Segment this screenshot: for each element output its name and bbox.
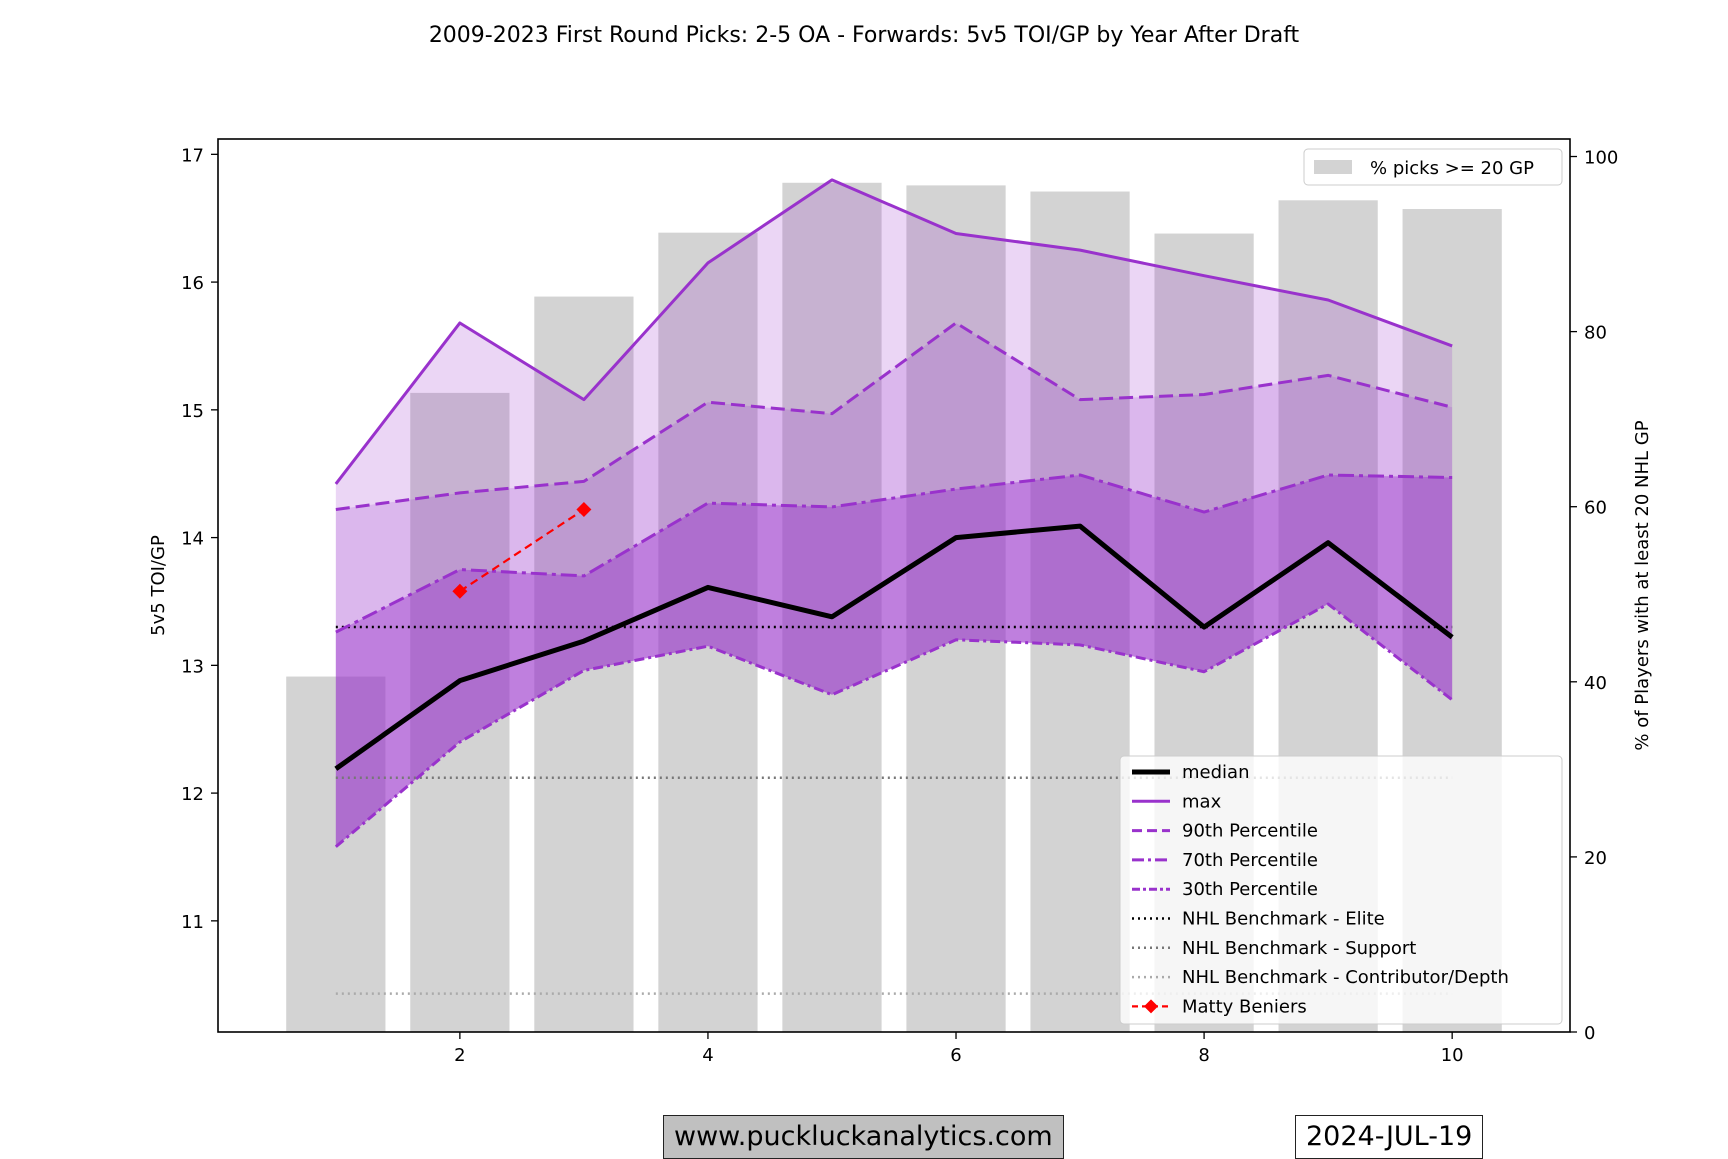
legend-bars-swatch (1314, 160, 1352, 174)
legend-label-6: NHL Benchmark - Support (1182, 938, 1416, 959)
y-tick-label: 11 (181, 912, 204, 933)
legend-label-1: max (1182, 791, 1222, 812)
chart-title: 2009-2023 First Round Picks: 2-5 OA - Fo… (429, 23, 1300, 48)
y-tick-label: 14 (181, 529, 204, 550)
date-label: 2024-JUL-19 (1295, 1115, 1484, 1159)
band-70-30 (335, 474, 1453, 847)
player-point-3 (576, 501, 592, 517)
legend-bars-label: % picks >= 20 GP (1370, 158, 1534, 179)
series-line-median (334, 523, 1454, 771)
player-line (459, 508, 585, 593)
legend-label-7: NHL Benchmark - Contributor/Depth (1182, 967, 1509, 988)
legend-label-8: Matty Beniers (1182, 996, 1307, 1017)
player-point-2 (452, 583, 468, 599)
legend-label-5: NHL Benchmark - Elite (1182, 909, 1385, 930)
band-90-70 (335, 322, 1453, 633)
x-tick-label: 10 (1441, 1045, 1464, 1066)
legend-bars-box (1303, 148, 1563, 186)
legend-label-4: 30th Percentile (1182, 879, 1318, 900)
y2-tick-label: 60 (1584, 498, 1607, 519)
series-line-90th-percentile (335, 321, 1453, 511)
y2-tick-label: 80 (1584, 323, 1607, 344)
series-line-70th-percentile (335, 473, 1453, 634)
y2-tick-label: 100 (1584, 148, 1618, 169)
x-tick-label: 4 (702, 1045, 713, 1066)
legend-label-0: median (1182, 762, 1249, 783)
band-max-90 (335, 179, 1453, 510)
y-tick-label: 17 (181, 145, 204, 166)
legend-main-box (1119, 755, 1563, 1025)
website-label: www.puckluckanalytics.com (663, 1115, 1064, 1159)
y2-axis-label: % of Players with at least 20 NHL GP (1632, 420, 1653, 750)
series-line-30th-percentile (334, 602, 1454, 848)
x-tick-label: 8 (1198, 1045, 1209, 1066)
plot-frame (217, 138, 1571, 1033)
y-axis-label: 5v5 TOI/GP (148, 535, 169, 636)
y2-tick-label: 40 (1584, 673, 1607, 694)
y-tick-label: 12 (181, 784, 204, 805)
series-line-max (334, 178, 1453, 485)
legend-bars: % picks >= 20 GP (1303, 148, 1563, 186)
band-70-30-overlay (335, 474, 1453, 847)
y2-tick-label: 0 (1584, 1023, 1595, 1044)
y2-tick-label: 20 (1584, 848, 1607, 869)
legend-player-marker (1144, 999, 1158, 1014)
y-tick-label: 15 (181, 401, 204, 422)
x-tick-label: 2 (454, 1045, 465, 1066)
legend-label-3: 70th Percentile (1182, 850, 1318, 871)
y-tick-label: 16 (181, 273, 204, 294)
legend-label-2: 90th Percentile (1182, 821, 1318, 842)
y-tick-label: 13 (181, 656, 204, 677)
legend-main: median max 90th Percentile 70th Percentile 3… (1119, 755, 1563, 1025)
x-tick-label: 6 (950, 1045, 961, 1066)
